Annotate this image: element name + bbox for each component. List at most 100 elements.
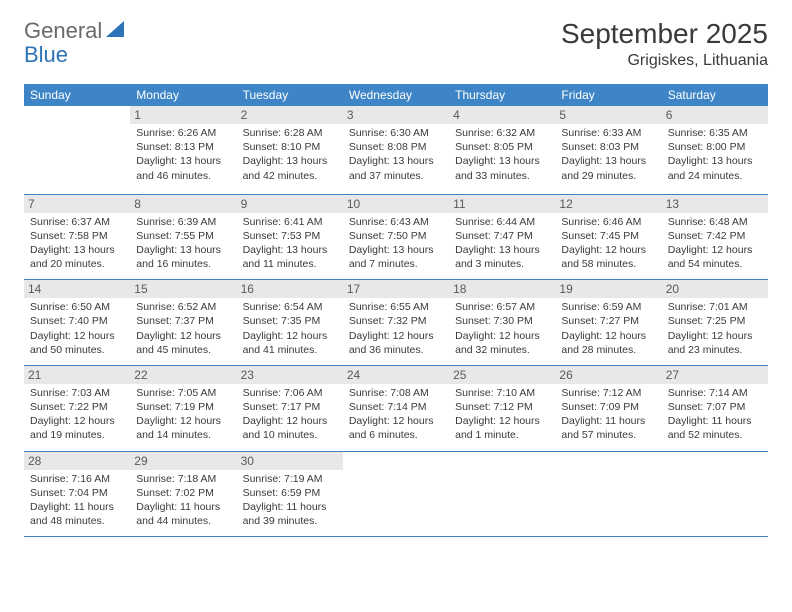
daylight-text: Daylight: 11 hours (243, 500, 337, 514)
daylight-text: Daylight: 12 hours (136, 414, 230, 428)
calendar-day-cell (449, 451, 555, 537)
calendar-week-row: 14Sunrise: 6:50 AMSunset: 7:40 PMDayligh… (24, 280, 768, 366)
daylight-text: and 44 minutes. (136, 514, 230, 528)
calendar-day-cell: 2Sunrise: 6:28 AMSunset: 8:10 PMDaylight… (237, 106, 343, 194)
daylight-text: and 32 minutes. (455, 343, 549, 357)
daylight-text: Daylight: 13 hours (30, 243, 124, 257)
sunrise-text: Sunrise: 6:50 AM (30, 300, 124, 314)
day-number: 3 (343, 106, 449, 124)
calendar-day-cell: 28Sunrise: 7:16 AMSunset: 7:04 PMDayligh… (24, 451, 130, 537)
daylight-text: and 39 minutes. (243, 514, 337, 528)
day-number: 2 (237, 106, 343, 124)
day-number: 10 (343, 195, 449, 213)
calendar-day-cell: 4Sunrise: 6:32 AMSunset: 8:05 PMDaylight… (449, 106, 555, 194)
daylight-text: and 10 minutes. (243, 428, 337, 442)
daylight-text: Daylight: 13 hours (455, 243, 549, 257)
sunrise-text: Sunrise: 7:16 AM (30, 472, 124, 486)
sunrise-text: Sunrise: 6:39 AM (136, 215, 230, 229)
logo-text-blue-wrap: Blue (24, 42, 68, 68)
day-number: 6 (662, 106, 768, 124)
day-number: 18 (449, 280, 555, 298)
day-number: 28 (24, 452, 130, 470)
daylight-text: Daylight: 13 hours (349, 154, 443, 168)
calendar-week-row: 21Sunrise: 7:03 AMSunset: 7:22 PMDayligh… (24, 365, 768, 451)
sunrise-text: Sunrise: 7:12 AM (561, 386, 655, 400)
sunrise-text: Sunrise: 6:28 AM (243, 126, 337, 140)
daylight-text: Daylight: 11 hours (668, 414, 762, 428)
sunset-text: Sunset: 7:25 PM (668, 314, 762, 328)
sunset-text: Sunset: 7:17 PM (243, 400, 337, 414)
sunset-text: Sunset: 8:00 PM (668, 140, 762, 154)
sunset-text: Sunset: 7:22 PM (30, 400, 124, 414)
page-title: September 2025 (561, 18, 768, 50)
sunset-text: Sunset: 7:12 PM (455, 400, 549, 414)
calendar-day-cell: 5Sunrise: 6:33 AMSunset: 8:03 PMDaylight… (555, 106, 661, 194)
daylight-text: Daylight: 12 hours (243, 329, 337, 343)
calendar-day-cell: 6Sunrise: 6:35 AMSunset: 8:00 PMDaylight… (662, 106, 768, 194)
weekday-header: Thursday (449, 84, 555, 106)
sunset-text: Sunset: 8:10 PM (243, 140, 337, 154)
daylight-text: and 57 minutes. (561, 428, 655, 442)
daylight-text: and 50 minutes. (30, 343, 124, 357)
sunset-text: Sunset: 8:13 PM (136, 140, 230, 154)
logo-text-general: General (24, 18, 102, 44)
logo-sail-icon (104, 19, 126, 44)
calendar-day-cell: 18Sunrise: 6:57 AMSunset: 7:30 PMDayligh… (449, 280, 555, 366)
daylight-text: Daylight: 12 hours (349, 329, 443, 343)
daylight-text: Daylight: 12 hours (668, 329, 762, 343)
calendar-day-cell (555, 451, 661, 537)
sunrise-text: Sunrise: 7:03 AM (30, 386, 124, 400)
calendar-day-cell: 10Sunrise: 6:43 AMSunset: 7:50 PMDayligh… (343, 194, 449, 280)
daylight-text: and 23 minutes. (668, 343, 762, 357)
calendar-day-cell: 20 Sunrise: 7:01 AMSunset: 7:25 PMDayligh… (662, 280, 768, 366)
sunrise-text: Sunrise: 6:48 AM (668, 215, 762, 229)
daylight-text: and 42 minutes. (243, 169, 337, 183)
day-number: 16 (237, 280, 343, 298)
sunset-text: Sunset: 7:14 PM (349, 400, 443, 414)
calendar-day-cell: 16 Sunrise: 6:54 AMSunset: 7:35 PMDayligh… (237, 280, 343, 366)
sunrise-text: Sunrise: 7:10 AM (455, 386, 549, 400)
sunset-text: Sunset: 7:35 PM (243, 314, 337, 328)
sunset-text: Sunset: 7:58 PM (30, 229, 124, 243)
daylight-text: and 41 minutes. (243, 343, 337, 357)
sunrise-text: Sunrise: 7:01 AM (668, 300, 762, 314)
calendar-day-cell: 17Sunrise: 6:55 AMSunset: 7:32 PMDayligh… (343, 280, 449, 366)
day-number: 26 (555, 366, 661, 384)
calendar-day-cell: 13Sunrise: 6:48 AMSunset: 7:42 PMDayligh… (662, 194, 768, 280)
calendar-day-cell: 19Sunrise: 6:59 AMSunset: 7:27 PMDayligh… (555, 280, 661, 366)
daylight-text: and 58 minutes. (561, 257, 655, 271)
calendar-day-cell: 26Sunrise: 7:12 AMSunset: 7:09 PMDayligh… (555, 365, 661, 451)
calendar-day-cell: 12Sunrise: 6:46 AMSunset: 7:45 PMDayligh… (555, 194, 661, 280)
daylight-text: Daylight: 13 hours (561, 154, 655, 168)
calendar-day-cell: 15Sunrise: 6:52 AMSunset: 7:37 PMDayligh… (130, 280, 236, 366)
sunset-text: Sunset: 7:07 PM (668, 400, 762, 414)
sunrise-text: Sunrise: 7:19 AM (243, 472, 337, 486)
calendar-week-row: 7Sunrise: 6:37 AMSunset: 7:58 PMDaylight… (24, 194, 768, 280)
day-number: 20 (662, 280, 768, 298)
sunrise-text: Sunrise: 6:54 AM (243, 300, 337, 314)
calendar-day-cell: 3Sunrise: 6:30 AMSunset: 8:08 PMDaylight… (343, 106, 449, 194)
daylight-text: and 19 minutes. (30, 428, 124, 442)
logo-text-blue: Blue (24, 42, 68, 67)
daylight-text: Daylight: 12 hours (561, 243, 655, 257)
sunset-text: Sunset: 7:42 PM (668, 229, 762, 243)
calendar-day-cell (343, 451, 449, 537)
calendar-day-cell: 14Sunrise: 6:50 AMSunset: 7:40 PMDayligh… (24, 280, 130, 366)
calendar-day-cell: 22Sunrise: 7:05 AMSunset: 7:19 PMDayligh… (130, 365, 236, 451)
daylight-text: and 29 minutes. (561, 169, 655, 183)
calendar-day-cell (662, 451, 768, 537)
header: General September 2025 Grigiskes, Lithua… (24, 18, 768, 70)
calendar-day-cell: 23Sunrise: 7:06 AMSunset: 7:17 PMDayligh… (237, 365, 343, 451)
daylight-text: and 46 minutes. (136, 169, 230, 183)
daylight-text: and 24 minutes. (668, 169, 762, 183)
daylight-text: Daylight: 13 hours (455, 154, 549, 168)
day-number: 25 (449, 366, 555, 384)
daylight-text: Daylight: 13 hours (668, 154, 762, 168)
day-number: 5 (555, 106, 661, 124)
daylight-text: and 54 minutes. (668, 257, 762, 271)
weekday-header: Friday (555, 84, 661, 106)
sunset-text: Sunset: 7:55 PM (136, 229, 230, 243)
daylight-text: Daylight: 12 hours (455, 329, 549, 343)
daylight-text: Daylight: 12 hours (136, 329, 230, 343)
sunrise-text: Sunrise: 6:52 AM (136, 300, 230, 314)
